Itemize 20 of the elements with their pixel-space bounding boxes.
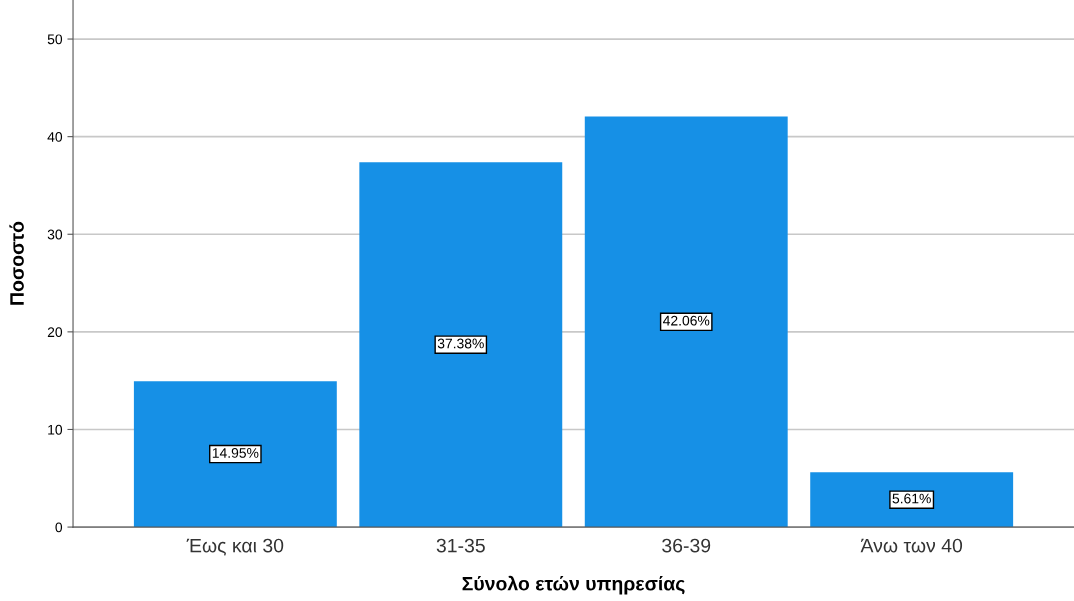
y-tick-label: 20: [47, 327, 63, 338]
bar: [133, 381, 337, 528]
x-tick-label: Έως και 30: [186, 538, 284, 556]
x-axis-title: Σύνολο ετών υπηρεσίας: [462, 575, 685, 595]
x-tick-label: Άνω των 40: [860, 538, 963, 553]
data-label: 37.38%: [437, 338, 484, 349]
data-label: 5.61%: [892, 493, 931, 504]
x-tick-label: 31-35: [436, 538, 485, 553]
y-tick-label: 30: [47, 229, 63, 240]
y-tick-label: 40: [47, 131, 63, 142]
y-axis-title: Ποσοστό: [9, 221, 24, 305]
y-tick-label: 50: [47, 34, 63, 45]
x-tick-label: 36-39: [662, 538, 711, 553]
y-tick-label: 10: [48, 424, 63, 435]
y-tick-label: 0: [55, 522, 63, 533]
data-label: 14.95%: [212, 448, 259, 458]
bar: [810, 472, 1014, 528]
bar: [359, 162, 563, 528]
bar: [584, 116, 788, 528]
data-label: 42.06%: [663, 315, 710, 326]
